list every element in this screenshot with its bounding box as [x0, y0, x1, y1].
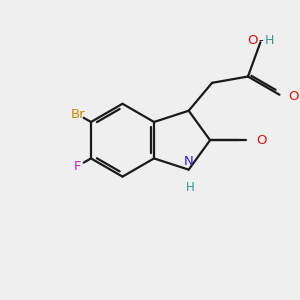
- Text: O: O: [247, 34, 258, 47]
- Text: O: O: [256, 134, 267, 147]
- Text: N: N: [184, 155, 194, 168]
- Text: F: F: [74, 160, 81, 172]
- Text: O: O: [288, 90, 299, 103]
- Text: Br: Br: [70, 108, 85, 121]
- Text: H: H: [265, 34, 274, 47]
- Text: H: H: [186, 182, 194, 194]
- Text: -: -: [259, 34, 263, 47]
